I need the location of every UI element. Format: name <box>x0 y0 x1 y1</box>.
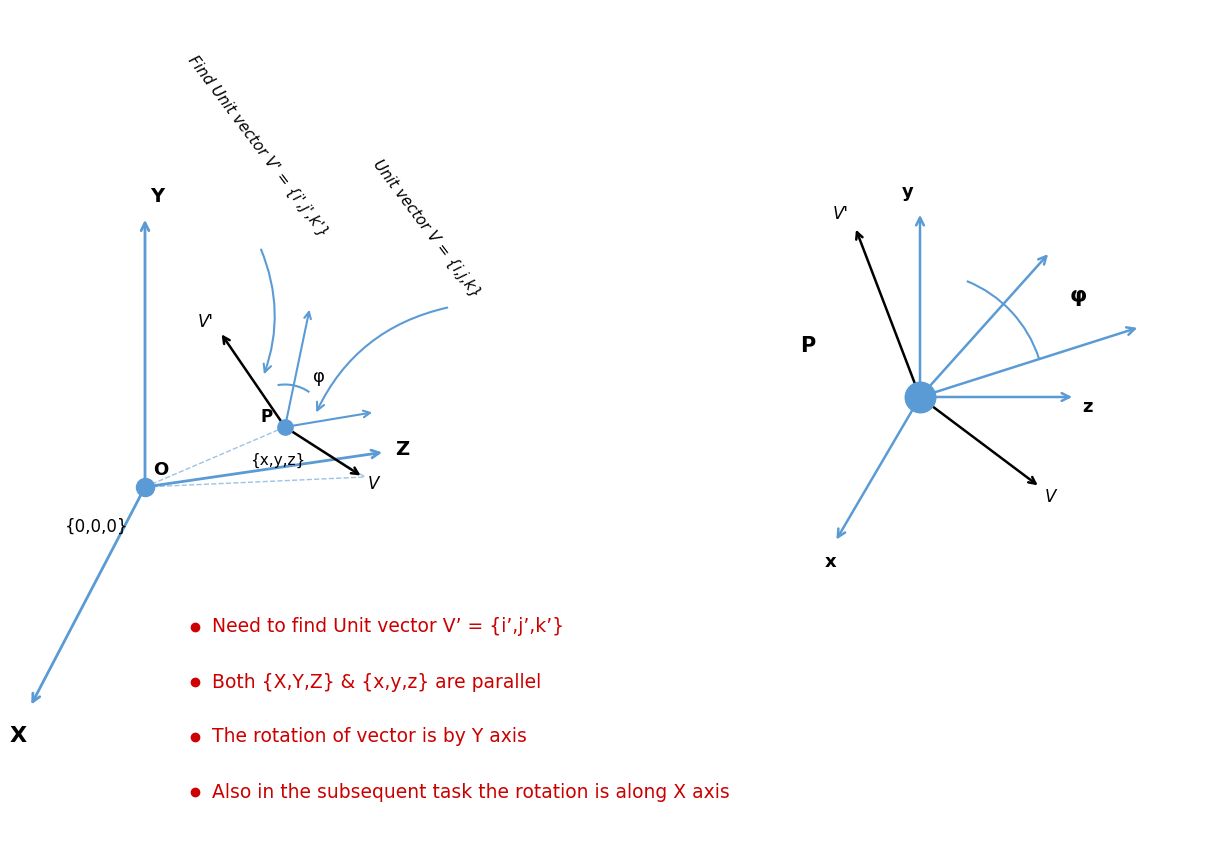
Text: The rotation of vector is by Y axis: The rotation of vector is by Y axis <box>211 728 527 746</box>
Text: Also in the subsequent task the rotation is along X axis: Also in the subsequent task the rotation… <box>211 782 730 801</box>
Text: x: x <box>825 553 837 571</box>
Text: V': V' <box>834 205 849 223</box>
Text: y: y <box>902 183 913 201</box>
Text: X: X <box>10 726 27 746</box>
Text: Find Unit vector V' = {i',j',k'}: Find Unit vector V' = {i',j',k'} <box>185 53 331 240</box>
Text: Unit vector V = {i,j,k}: Unit vector V = {i,j,k} <box>370 156 483 300</box>
Text: V': V' <box>198 313 214 331</box>
Text: {0,0,0}: {0,0,0} <box>65 518 128 536</box>
Text: φ: φ <box>313 368 325 386</box>
Text: V: V <box>1045 488 1056 506</box>
Text: z: z <box>1082 398 1092 416</box>
Text: P: P <box>800 336 815 356</box>
Text: Need to find Unit vector V’ = {i’,j’,k’}: Need to find Unit vector V’ = {i’,j’,k’} <box>211 618 564 637</box>
Text: V: V <box>368 475 379 493</box>
Text: O: O <box>153 461 168 479</box>
Text: φ: φ <box>1070 286 1087 306</box>
Text: Both {X,Y,Z} & {x,y,z} are parallel: Both {X,Y,Z} & {x,y,z} are parallel <box>211 673 541 692</box>
Text: P: P <box>260 408 272 426</box>
Text: Z: Z <box>395 440 410 459</box>
Text: {x,y,z}: {x,y,z} <box>250 453 306 468</box>
Text: Y: Y <box>150 187 164 206</box>
